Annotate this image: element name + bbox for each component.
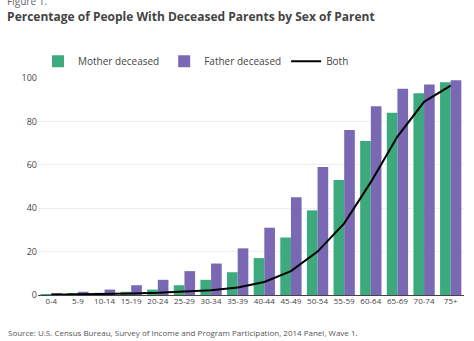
svg-text:5-9: 5-9 bbox=[72, 295, 84, 306]
svg-text:60: 60 bbox=[27, 158, 37, 171]
svg-text:Father deceased: Father deceased bbox=[204, 54, 281, 68]
svg-text:20-24: 20-24 bbox=[147, 295, 168, 306]
svg-text:75+: 75+ bbox=[444, 295, 458, 306]
svg-text:0: 0 bbox=[32, 288, 37, 301]
svg-text:20: 20 bbox=[27, 245, 37, 258]
svg-text:Mother deceased: Mother deceased bbox=[78, 54, 159, 68]
svg-text:15-19: 15-19 bbox=[121, 295, 142, 306]
svg-text:50-54: 50-54 bbox=[307, 295, 328, 306]
svg-text:Figure 1.Percentage of People: Figure 1.Percentage of People With Decea… bbox=[7, 0, 375, 25]
svg-text:0-4: 0-4 bbox=[45, 295, 57, 306]
svg-text:30-34: 30-34 bbox=[201, 295, 222, 306]
svg-text:35-39: 35-39 bbox=[227, 295, 248, 306]
svg-text:55-59: 55-59 bbox=[334, 295, 355, 306]
svg-text:40: 40 bbox=[27, 201, 37, 214]
svg-text:40-44: 40-44 bbox=[254, 295, 275, 306]
svg-text:25-29: 25-29 bbox=[174, 295, 195, 306]
svg-text:Source: U.S. Census Bureau, Su: Source: U.S. Census Bureau, Survey of In… bbox=[8, 327, 358, 338]
svg-text:10-14: 10-14 bbox=[94, 295, 115, 306]
svg-text:65-69: 65-69 bbox=[387, 295, 408, 306]
svg-text:45-49: 45-49 bbox=[281, 295, 302, 306]
svg-text:100: 100 bbox=[22, 71, 37, 84]
svg-text:60-64: 60-64 bbox=[360, 295, 381, 306]
svg-text:Both: Both bbox=[326, 54, 348, 68]
svg-text:70-74: 70-74 bbox=[414, 295, 435, 306]
svg-text:80: 80 bbox=[27, 115, 37, 128]
